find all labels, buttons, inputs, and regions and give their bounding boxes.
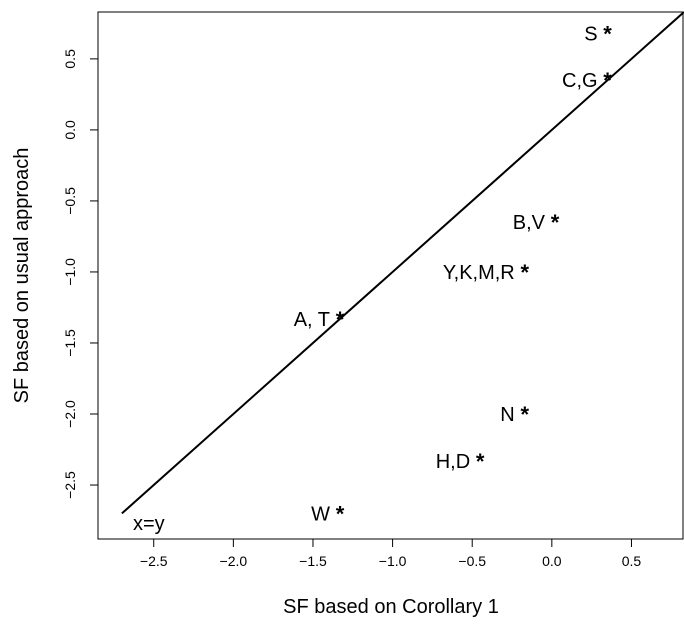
point-marker: * [603,21,612,46]
data-point: *N [500,402,529,427]
y-tick-label: −2.0 [62,400,78,428]
x-tick-label: −0.5 [458,553,486,569]
point-marker: * [551,210,560,235]
point-marker: * [476,449,485,474]
reference-line [121,11,684,515]
point-marker: * [603,68,612,93]
point-label: Y,K,M,R [443,262,515,284]
x-tick-label: 0.5 [622,553,642,569]
y-axis: −2.5 −2.0 −1.5 −1.0 −0.5 0.0 0.5 [62,49,99,499]
point-label: S [584,23,597,45]
data-points: *S*C,G*B,V*Y,K,M,R*A, T*N*H,D*W [294,21,613,526]
point-label: W [311,503,330,525]
point-label: A, T [294,309,330,331]
x-tick-label: −1.5 [299,553,327,569]
y-tick-label: −1.0 [62,258,78,286]
x-axis-title: SF based on Corollary 1 [283,596,499,618]
y-tick-label: −2.5 [62,471,78,499]
data-point: *S [584,21,612,46]
point-marker: * [520,402,529,427]
data-point: * H,D [436,449,485,474]
point-label: C,G [562,70,598,92]
point-marker: * [336,307,345,332]
data-point: * A, T [294,307,345,332]
data-point: *B,V [513,210,560,235]
reference-line-label: x=y [133,513,165,535]
x-tick-label: 0.0 [542,553,562,569]
y-tick-label: 0.0 [62,120,78,140]
y-tick-label: −1.5 [62,329,78,357]
point-label: N [500,404,514,426]
x-tick-label: −1.0 [379,553,407,569]
y-tick-label: −0.5 [62,187,78,215]
point-label: B,V [513,212,546,234]
data-point: *W [311,501,345,526]
y-axis-title: SF based on usual approach [11,148,33,404]
reference-line-group: x=y [121,11,684,535]
point-marker: * [336,501,345,526]
x-tick-label: −2.0 [220,553,248,569]
y-tick-label: 0.5 [62,49,78,69]
x-tick-label: −2.5 [140,553,168,569]
data-point: *C,G [562,68,612,93]
data-point: *Y,K,M,R [443,260,530,285]
point-marker: * [520,260,529,285]
x-axis: −2.5 −2.0 −1.5 −1.0 −0.5 0.0 0.5 [140,538,642,569]
point-label: H,D [436,451,470,473]
